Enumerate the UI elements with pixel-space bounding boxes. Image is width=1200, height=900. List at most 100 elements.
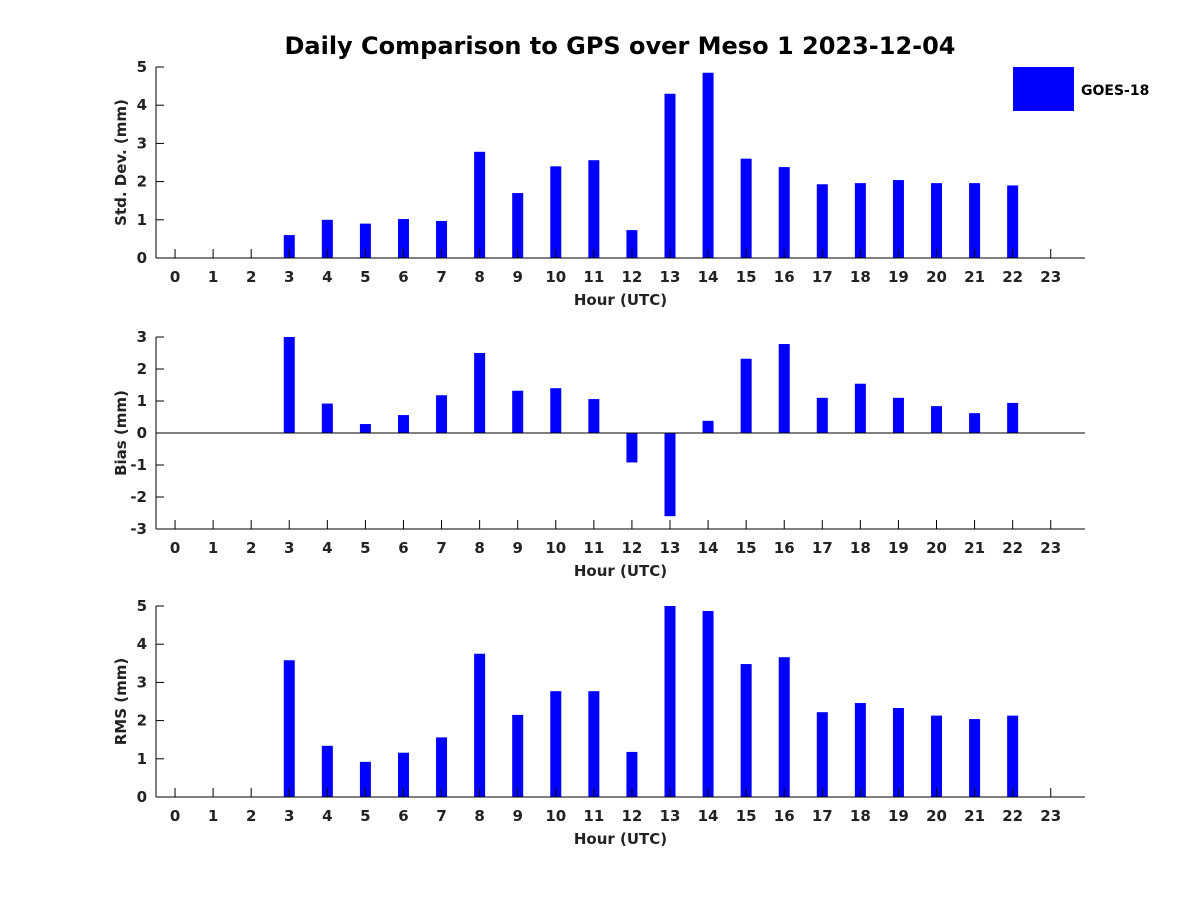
legend: GOES-18 [1013,67,1149,111]
x-tick-label: 13 [660,539,681,557]
x-tick-label: 0 [170,539,180,557]
x-tick-label: 10 [545,539,566,557]
x-tick-label: 10 [545,807,566,825]
y-tick-label: 5 [137,58,147,76]
y-tick-label: 1 [137,750,147,768]
legend-label-goes-18: GOES-18 [1081,83,1149,99]
x-tick-label: 18 [850,268,871,286]
bar-hour-9 [512,390,524,433]
x-tick-label: 0 [170,268,180,286]
y-tick-label: 5 [137,597,147,615]
bar-hour-9 [512,714,524,797]
bar-hour-17 [816,184,828,258]
x-tick-label: 18 [850,807,871,825]
y-tick-label: 1 [137,392,147,410]
bar-hour-8 [474,151,486,258]
bar-hour-12 [626,230,638,258]
x-tick-label: 5 [360,268,370,286]
bar-hour-14 [702,72,714,258]
x-tick-label: 16 [774,807,795,825]
x-tick-label: 6 [398,268,408,286]
bar-hour-20 [931,183,943,258]
x-tick-label: 23 [1040,539,1061,557]
bar-hour-16 [778,657,790,797]
y-axis-label: Bias (mm) [112,390,130,476]
y-tick-label: 3 [137,673,147,691]
bar-hour-20 [931,406,943,433]
bar-hour-13 [664,606,676,797]
bar-hour-11 [588,399,600,433]
bar-hour-13 [664,433,676,517]
x-tick-label: 21 [964,807,985,825]
x-tick-label: 19 [888,539,909,557]
x-tick-label: 2 [246,268,256,286]
x-tick-label: 9 [512,807,522,825]
bar-hour-17 [816,712,828,797]
y-tick-label: 2 [137,173,147,191]
bar-hour-18 [854,703,866,797]
y-axis-label: Std. Dev. (mm) [112,99,130,226]
x-tick-label: 19 [888,268,909,286]
x-axis-label: Hour (UTC) [574,830,667,848]
x-tick-label: 17 [812,539,833,557]
y-tick-label: 3 [137,328,147,346]
bar-hour-5 [359,223,371,258]
x-tick-label: 3 [284,268,294,286]
x-tick-label: 14 [698,807,719,825]
x-axis-label: Hour (UTC) [574,562,667,580]
x-tick-label: 7 [436,268,446,286]
x-tick-label: 8 [474,268,484,286]
x-tick-label: 17 [812,268,833,286]
x-tick-label: 13 [660,807,681,825]
bar-hour-17 [816,397,828,433]
bar-hour-15 [740,158,752,258]
bar-hour-20 [931,715,943,797]
bar-hour-3 [283,660,295,797]
x-tick-label: 1 [208,268,218,286]
bars-2 [283,337,1019,517]
x-tick-label: 3 [284,539,294,557]
y-axis-label: RMS (mm) [112,658,130,745]
x-tick-label: 19 [888,807,909,825]
bar-hour-3 [283,337,295,433]
bar-hour-6 [397,752,409,797]
bars-1 [283,72,1019,259]
x-tick-label: 0 [170,807,180,825]
x-tick-label: 5 [360,807,370,825]
x-tick-label: 14 [698,268,719,286]
chart-title: Daily Comparison to GPS over Meso 1 2023… [284,32,955,60]
x-tick-label: 17 [812,807,833,825]
bar-hour-4 [321,403,333,433]
y-tick-label: 2 [137,712,147,730]
bar-hour-18 [854,383,866,433]
bars-3 [283,606,1019,797]
bar-hour-6 [397,219,409,258]
bar-hour-16 [778,167,790,258]
bar-hour-7 [436,395,448,433]
x-tick-label: 15 [736,268,757,286]
x-tick-label: 21 [964,268,985,286]
x-tick-label: 12 [621,807,642,825]
bar-hour-9 [512,193,524,258]
x-tick-label: 9 [512,539,522,557]
x-tick-label: 15 [736,539,757,557]
x-tick-label: 11 [583,539,604,557]
bar-hour-12 [626,751,638,797]
x-tick-label: 6 [398,539,408,557]
x-tick-label: 12 [621,268,642,286]
y-tick-label: 0 [137,249,147,267]
x-tick-label: 11 [583,268,604,286]
y-tick-label: 2 [137,360,147,378]
x-tick-label: 23 [1040,807,1061,825]
y-tick-label: 0 [137,424,147,442]
x-tick-label: 10 [545,268,566,286]
x-tick-label: 21 [964,539,985,557]
bar-hour-6 [397,415,409,433]
bar-hour-10 [550,691,562,797]
bar-hour-7 [436,220,448,258]
bar-hour-13 [664,93,676,259]
